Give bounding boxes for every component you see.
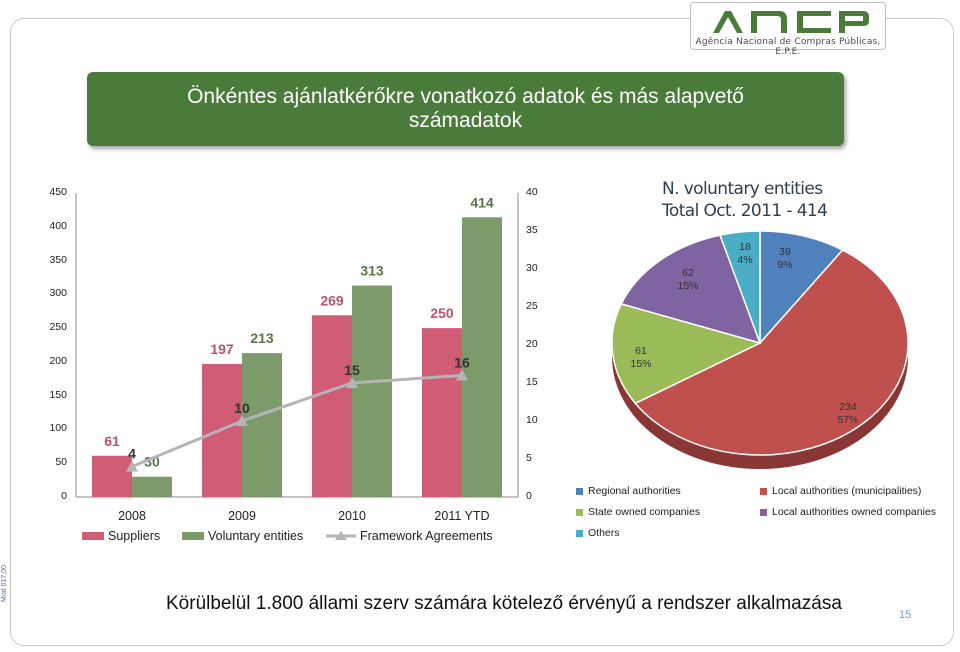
y2-tick-label: 40	[526, 186, 538, 198]
legend-line-swatch	[326, 531, 356, 540]
y2-tick-label: 20	[526, 338, 538, 350]
pie-legend-regional: Regional authorities	[576, 485, 681, 497]
legend-label: Voluntary entities	[208, 529, 304, 543]
legend-suppliers: Suppliers	[82, 529, 160, 543]
title-banner: Önkéntes ajánlatkérőkre vonatkozó adatok…	[87, 72, 844, 146]
legend-label: Others	[588, 527, 620, 539]
pie-legend-local-owned: Local authorities owned companies	[760, 506, 936, 518]
footer-text: Körülbelül 1.800 állami szerv számára kö…	[166, 593, 842, 614]
x-tick-label: 2010	[338, 509, 366, 523]
y-tick-label: 200	[49, 354, 67, 367]
pie-title-line2: Total Oct. 2011 - 414	[662, 201, 828, 221]
y-tick-label: 50	[55, 456, 67, 469]
pie-legend-local: Local authorities (municipalities)	[760, 485, 921, 497]
y2-tick-label: 5	[526, 452, 532, 464]
legend-swatch	[576, 529, 583, 537]
y2-tick-label: 30	[526, 262, 538, 274]
y-tick-label: 400	[49, 219, 67, 232]
y2-tick-label: 10	[526, 414, 538, 426]
legend-swatch	[576, 487, 583, 495]
x-tick-label: 2011 YTD	[434, 509, 490, 523]
legend-swatch	[82, 532, 104, 540]
legend-label: Local authorities (municipalities)	[772, 485, 922, 497]
y-tick-label: 300	[49, 287, 67, 300]
legend-swatch	[760, 487, 767, 495]
y2-tick-label: 25	[526, 300, 538, 312]
legend-label: Framework Agreements	[360, 529, 493, 543]
legend-label: Suppliers	[108, 529, 161, 543]
pie-title-line1: N. voluntary entities	[662, 179, 823, 199]
pie-legend-state: State owned companies	[576, 506, 700, 518]
pie-legend-others: Others	[576, 527, 620, 539]
y2-tick-label: 0	[526, 490, 532, 502]
legend-voluntary: Voluntary entities	[182, 529, 303, 543]
legend-swatch	[576, 508, 583, 516]
legend-swatch	[182, 532, 204, 540]
legend-swatch	[760, 508, 767, 516]
y-tick-label: 150	[49, 388, 67, 401]
legend-framework: Framework Agreements	[326, 529, 493, 543]
x-tick-label: 2009	[228, 509, 256, 523]
y-tick-label: 100	[49, 422, 67, 435]
mod-code: Mod 017.00	[0, 565, 8, 602]
page-title: Önkéntes ajánlatkérőkre vonatkozó adatok…	[187, 85, 744, 132]
legend-label: Regional authorities	[588, 485, 681, 497]
ancp-logo-mark	[713, 11, 869, 33]
y-tick-label: 350	[49, 253, 67, 266]
y-tick-label: 0	[61, 490, 67, 502]
ancp-logo: Agência Nacional de Compras Públicas, E.…	[690, 2, 886, 57]
y-tick-label: 450	[49, 186, 67, 198]
logo-subtitle: Agência Nacional de Compras Públicas, E.…	[695, 37, 881, 57]
legend-label: Local authorities owned companies	[772, 506, 937, 518]
page-number: 15	[899, 609, 912, 621]
legend-label: State owned companies	[588, 506, 701, 518]
x-tick-label: 2008	[118, 509, 146, 523]
y2-tick-label: 35	[526, 224, 538, 236]
pie-title: N. voluntary entities Total Oct. 2011 - …	[662, 178, 862, 222]
y2-tick-label: 15	[526, 376, 538, 388]
y-tick-label: 250	[49, 321, 67, 334]
